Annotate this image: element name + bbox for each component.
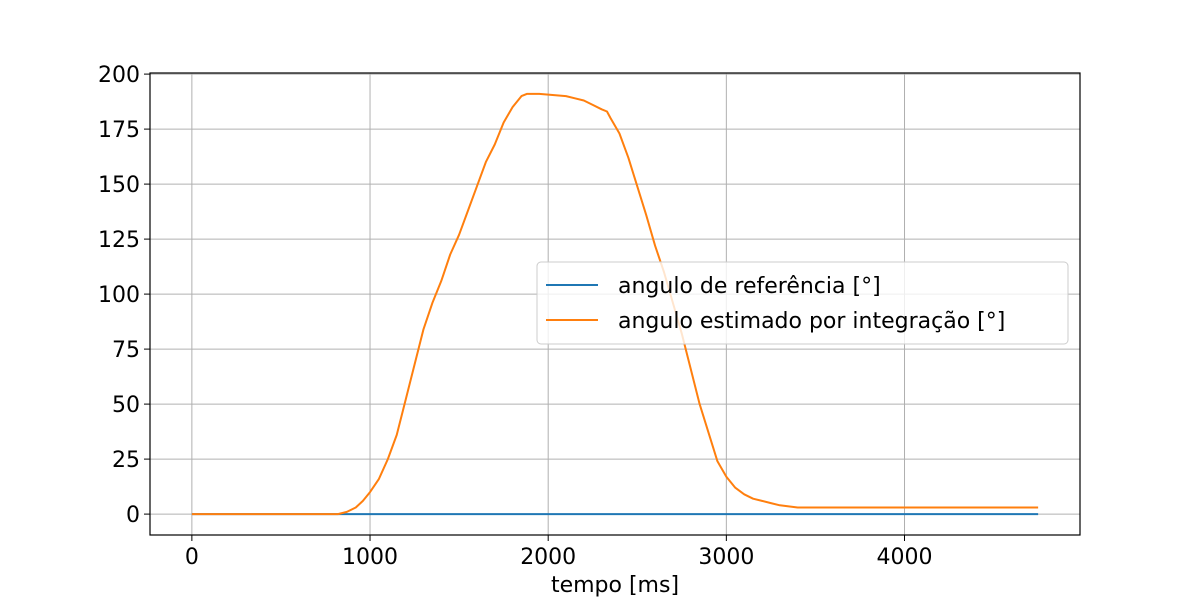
y-tick-label: 75 xyxy=(112,338,140,363)
legend-box xyxy=(536,261,1069,345)
plot-area-frame xyxy=(149,72,1081,536)
legend-label-2: angulo estimado por integração [°] xyxy=(618,309,1005,334)
y-tick-label: 125 xyxy=(98,228,140,253)
x-tick-label: 0 xyxy=(185,545,199,570)
y-tick-label: 100 xyxy=(98,283,140,308)
x-axis-label: tempo [ms] xyxy=(551,573,679,598)
x-tick-label: 2000 xyxy=(520,545,576,570)
axis-ticks: 0 1000 2000 3000 4000 0 25 50 75 100 125 150 175 200 xyxy=(98,63,933,570)
y-tick-label: 50 xyxy=(112,393,140,418)
legend: angulo de referência [°] angulo estimado … xyxy=(536,261,1069,345)
y-tick-label: 0 xyxy=(126,503,140,528)
y-tick-label: 25 xyxy=(112,448,140,473)
legend-entries: angulo de referência [°] angulo estimado … xyxy=(546,274,1005,334)
series-line-2 xyxy=(191,92,1039,516)
x-tick-label: 1000 xyxy=(342,545,398,570)
y-tick-label: 200 xyxy=(98,63,140,88)
x-tick-label: 4000 xyxy=(877,545,933,570)
legend-label-1: angulo de referência [°] xyxy=(618,274,881,299)
x-tick-label: 3000 xyxy=(698,545,754,570)
y-tick-label: 175 xyxy=(98,118,140,143)
series-lines xyxy=(191,92,1039,516)
y-tick-label: 150 xyxy=(98,173,140,198)
